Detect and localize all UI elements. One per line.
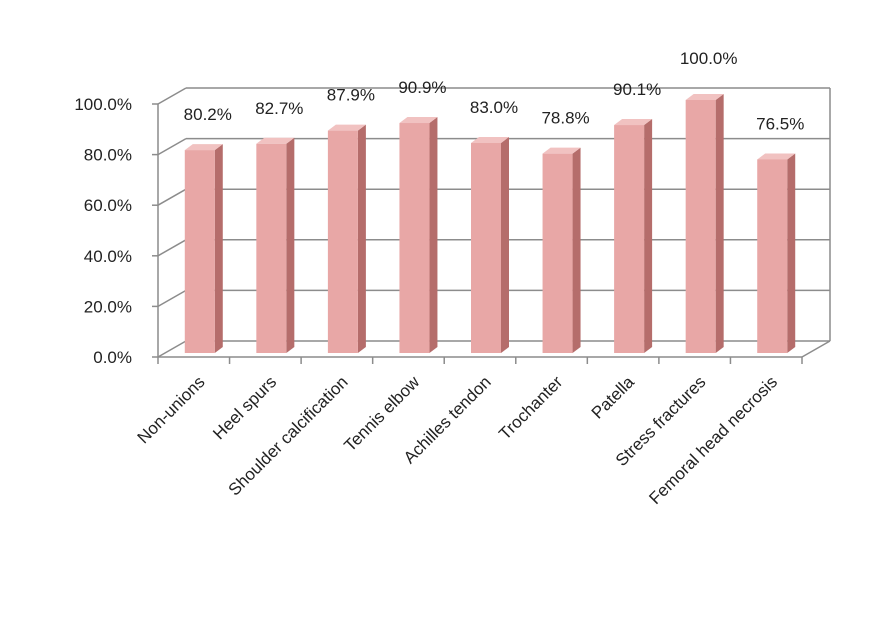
- data-label: 78.8%: [541, 109, 589, 128]
- category-label: Heel spurs: [209, 372, 280, 443]
- floor-right-edge: [801, 340, 831, 358]
- gridline-depth: [157, 137, 187, 156]
- y-tick-label: 20.0%: [84, 297, 132, 316]
- bar-front: [184, 150, 215, 353]
- gridline-depth: [157, 87, 187, 105]
- y-tick-label: 60.0%: [84, 196, 132, 215]
- bar: [399, 117, 438, 353]
- data-label: 82.7%: [255, 99, 303, 118]
- bar-top: [757, 153, 796, 160]
- bar: [542, 147, 581, 353]
- bar-top: [184, 144, 223, 151]
- y-tick-label: 80.0%: [84, 146, 132, 165]
- bar: [757, 153, 796, 353]
- data-label: 90.9%: [398, 78, 446, 97]
- bar: [327, 124, 366, 353]
- y-tick-label: 40.0%: [84, 247, 132, 266]
- data-label: 100.0%: [680, 49, 738, 68]
- bar-top: [256, 137, 295, 144]
- data-label: 83.0%: [470, 98, 518, 117]
- gridline-depth: [157, 239, 187, 257]
- bar-top: [327, 124, 366, 131]
- bar-top: [399, 117, 438, 124]
- bar-side: [644, 119, 653, 353]
- y-axis-ticks: 0.0% 20.0% 40.0% 60.0% 80.0% 100.0%: [74, 95, 132, 367]
- gridline-depth: [157, 340, 187, 358]
- bar-front: [327, 130, 358, 353]
- category-label: Shoulder calcification: [225, 372, 352, 499]
- data-label: 90.1%: [613, 80, 661, 99]
- gridline-depth: [157, 188, 187, 206]
- category-label: Patella: [588, 372, 639, 423]
- y-tick-label: 100.0%: [74, 95, 132, 114]
- bar-front: [614, 125, 645, 353]
- bar-side: [501, 137, 509, 353]
- data-label: 87.9%: [327, 86, 375, 105]
- gridline-depth: [157, 289, 187, 308]
- bar-side: [429, 117, 438, 353]
- bar-top: [614, 119, 653, 126]
- bar-front: [685, 100, 716, 353]
- bar-side: [715, 94, 724, 353]
- bar: [685, 94, 724, 353]
- bar-top: [471, 137, 509, 144]
- category-label: Femoral head necrosis: [645, 372, 781, 508]
- bars: [184, 94, 796, 353]
- category-label: Trochanter: [495, 372, 566, 443]
- bar-top: [542, 147, 581, 154]
- bar: [256, 137, 295, 353]
- y-tick-label: 0.0%: [93, 348, 132, 367]
- bar-side: [572, 147, 581, 353]
- bar: [471, 137, 509, 353]
- data-labels: 80.2% 82.7% 87.9% 90.9% 83.0% 78.8% 90.1% 100.0…: [184, 49, 805, 133]
- bar-top: [685, 94, 724, 100]
- bar-front: [757, 159, 788, 353]
- bar-side: [286, 137, 295, 353]
- bar-side: [357, 124, 366, 353]
- bar: [614, 119, 653, 353]
- bar-side: [214, 144, 223, 353]
- category-label: Non-unions: [134, 372, 209, 447]
- bar-front: [399, 123, 430, 353]
- data-label: 76.5%: [756, 114, 804, 133]
- bar-side: [787, 153, 796, 353]
- bar: [184, 144, 223, 353]
- bar-front: [471, 143, 501, 353]
- data-label: 80.2%: [184, 105, 232, 124]
- bar-front: [256, 143, 287, 353]
- bar-front: [542, 153, 573, 353]
